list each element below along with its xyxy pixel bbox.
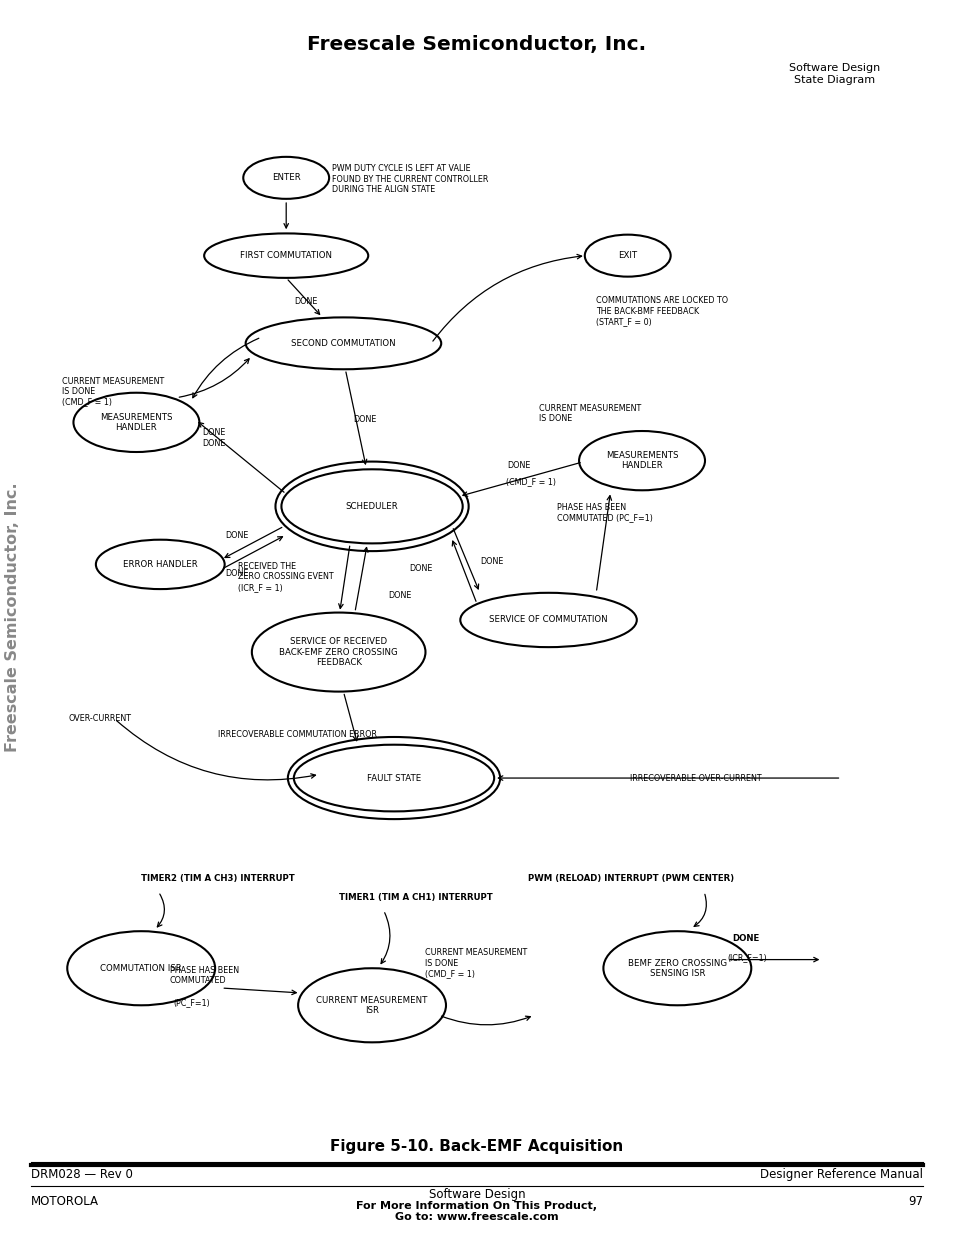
Text: COMMUTATION ISR: COMMUTATION ISR	[100, 963, 182, 973]
Text: DONE: DONE	[225, 568, 248, 578]
Text: DONE: DONE	[225, 531, 248, 541]
Text: PWM (RELOAD) INTERRUPT (PWM CENTER): PWM (RELOAD) INTERRUPT (PWM CENTER)	[527, 873, 733, 883]
Text: Software Design: Software Design	[428, 1188, 525, 1200]
Text: DONE: DONE	[388, 590, 412, 600]
Text: Freescale Semiconductor, Inc.: Freescale Semiconductor, Inc.	[5, 483, 20, 752]
Text: CURRENT MEASUREMENT
IS DONE
(CMD_F = 1): CURRENT MEASUREMENT IS DONE (CMD_F = 1)	[424, 948, 526, 978]
Text: Figure 5-10. Back-EMF Acquisition: Figure 5-10. Back-EMF Acquisition	[330, 1139, 623, 1153]
Ellipse shape	[95, 540, 225, 589]
Ellipse shape	[294, 745, 494, 811]
Text: DRM028 — Rev 0: DRM028 — Rev 0	[30, 1168, 132, 1181]
Text: SERVICE OF RECEIVED
BACK-EMF ZERO CROSSING
FEEDBACK: SERVICE OF RECEIVED BACK-EMF ZERO CROSSI…	[279, 637, 397, 667]
Text: For More Information On This Product,
Go to: www.freescale.com: For More Information On This Product, Go…	[356, 1200, 597, 1223]
Ellipse shape	[67, 931, 214, 1005]
Text: TIMER2 (TIM A CH3) INTERRUPT: TIMER2 (TIM A CH3) INTERRUPT	[141, 873, 294, 883]
Text: (CMD_F = 1): (CMD_F = 1)	[505, 477, 555, 487]
Ellipse shape	[297, 968, 445, 1042]
Text: DONE: DONE	[202, 427, 226, 437]
Ellipse shape	[246, 317, 440, 369]
Ellipse shape	[584, 235, 670, 277]
Ellipse shape	[243, 157, 329, 199]
Text: Designer Reference Manual: Designer Reference Manual	[760, 1168, 923, 1181]
Text: BEMF ZERO CROSSING
SENSING ISR: BEMF ZERO CROSSING SENSING ISR	[627, 958, 726, 978]
Text: IRRECOVERABLE COMMUTATION ERROR: IRRECOVERABLE COMMUTATION ERROR	[217, 730, 376, 740]
Text: ENTER: ENTER	[272, 173, 300, 183]
Text: PWM DUTY CYCLE IS LEFT AT VALIE
FOUND BY THE CURRENT CONTROLLER
DURING THE ALIGN: PWM DUTY CYCLE IS LEFT AT VALIE FOUND BY…	[332, 164, 488, 194]
Text: TIMER1 (TIM A CH1) INTERRUPT: TIMER1 (TIM A CH1) INTERRUPT	[338, 893, 492, 903]
Ellipse shape	[602, 931, 750, 1005]
Text: PHASE HAS BEEN
COMMUTATED: PHASE HAS BEEN COMMUTATED	[170, 966, 238, 986]
Ellipse shape	[252, 613, 425, 692]
Text: DONE: DONE	[506, 461, 530, 471]
Text: IRRECOVERABLE OVER-CURRENT: IRRECOVERABLE OVER-CURRENT	[629, 773, 760, 783]
Ellipse shape	[204, 233, 368, 278]
Text: DONE: DONE	[201, 438, 225, 448]
Text: MOTOROLA: MOTOROLA	[30, 1195, 98, 1208]
Ellipse shape	[578, 431, 704, 490]
Text: FIRST COMMUTATION: FIRST COMMUTATION	[240, 251, 332, 261]
Text: CURRENT MEASUREMENT
IS DONE
(CMD_F = 1): CURRENT MEASUREMENT IS DONE (CMD_F = 1)	[62, 377, 164, 406]
Text: SECOND COMMUTATION: SECOND COMMUTATION	[291, 338, 395, 348]
Ellipse shape	[288, 737, 499, 819]
Text: OVER-CURRENT: OVER-CURRENT	[69, 714, 132, 724]
Text: Software Design
State Diagram: Software Design State Diagram	[788, 63, 880, 85]
Text: DONE: DONE	[353, 415, 376, 425]
Text: MEASUREMENTS
HANDLER: MEASUREMENTS HANDLER	[605, 451, 678, 471]
Text: Freescale Semiconductor, Inc.: Freescale Semiconductor, Inc.	[307, 35, 646, 54]
Text: DONE: DONE	[479, 557, 503, 567]
Ellipse shape	[281, 469, 462, 543]
Text: CURRENT MEASUREMENT
IS DONE: CURRENT MEASUREMENT IS DONE	[538, 404, 640, 424]
Text: DONE: DONE	[732, 934, 760, 944]
Text: SERVICE OF COMMUTATION: SERVICE OF COMMUTATION	[489, 615, 607, 625]
Text: CURRENT MEASUREMENT
ISR: CURRENT MEASUREMENT ISR	[316, 995, 427, 1015]
Text: (ICR_F=1): (ICR_F=1)	[726, 952, 766, 962]
Text: SCHEDULER: SCHEDULER	[345, 501, 398, 511]
Ellipse shape	[73, 393, 199, 452]
Text: 97: 97	[907, 1195, 923, 1208]
Text: MEASUREMENTS
HANDLER: MEASUREMENTS HANDLER	[100, 412, 172, 432]
Text: DONE: DONE	[408, 563, 432, 573]
Text: FAULT STATE: FAULT STATE	[367, 773, 420, 783]
Ellipse shape	[459, 593, 636, 647]
Text: EXIT: EXIT	[618, 251, 637, 261]
Text: RECEIVED THE
ZERO CROSSING EVENT
(ICR_F = 1): RECEIVED THE ZERO CROSSING EVENT (ICR_F …	[238, 562, 334, 592]
Text: COMMUTATIONS ARE LOCKED TO
THE BACK-BMF FEEDBACK
(START_F = 0): COMMUTATIONS ARE LOCKED TO THE BACK-BMF …	[596, 296, 727, 326]
Ellipse shape	[275, 462, 468, 551]
Text: (PC_F=1): (PC_F=1)	[173, 998, 211, 1008]
Text: PHASE HAS BEEN
COMMUTATED (PC_F=1): PHASE HAS BEEN COMMUTATED (PC_F=1)	[557, 503, 652, 522]
Text: ERROR HANDLER: ERROR HANDLER	[123, 559, 197, 569]
Text: DONE: DONE	[294, 296, 317, 306]
